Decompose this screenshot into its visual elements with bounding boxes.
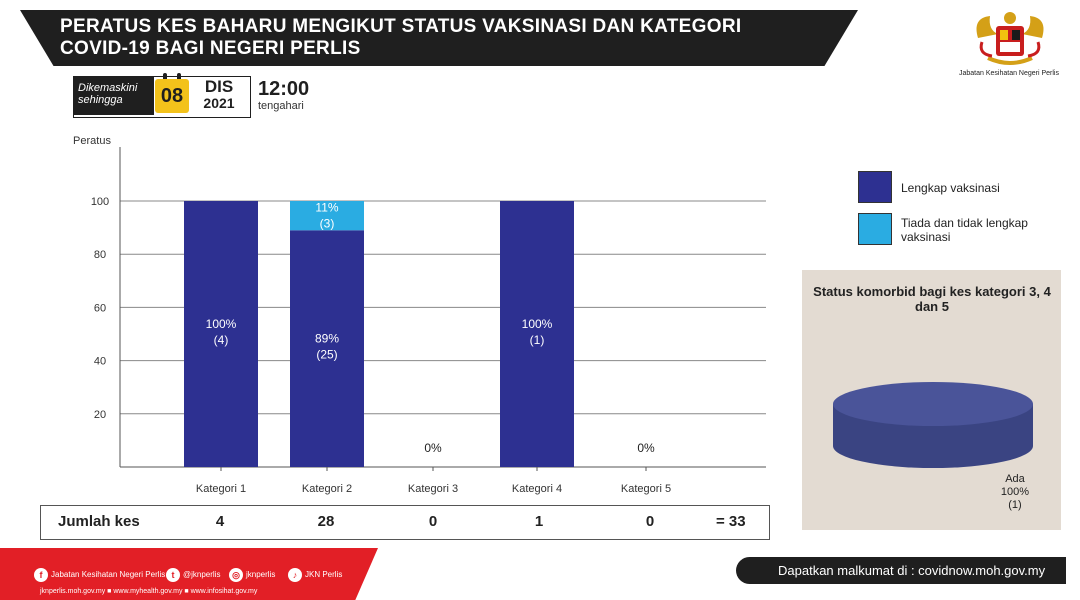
totals-sum: = 33 [716,513,746,530]
bar-percent-label: 100% [522,317,553,331]
footer-instagram[interactable]: ◎ jknperlis [229,567,275,583]
bar-percent-label: 11% [315,201,338,215]
calendar-ring [163,73,167,81]
updated-year: 2021 [203,95,235,111]
instagram-icon: ◎ [229,567,243,582]
x-tick-label: Kategori 3 [408,483,458,495]
crest-logo [976,12,1044,65]
total-kategori-2: 28 [317,513,335,530]
x-tick-label: Kategori 2 [302,483,352,495]
legend-label-unvaccinated: Tiada dan tidak lengkap vaksinasi [901,216,1028,244]
pie-label-name: Ada [1005,473,1025,485]
updated-time: 12:00 [258,78,310,100]
bar-vaccinated [500,201,574,467]
bar-zero-label: 0% [424,441,442,455]
bar-count-label: (4) [214,333,229,347]
bar-percent-label: 100% [206,317,237,331]
footer-links[interactable]: jknperlis.moh.gov.my ■ www.myhealth.gov.… [40,588,258,595]
legend-swatch-vaccinated [858,171,892,203]
bar-vaccinated [290,230,364,467]
comorbid-pie [833,382,1033,468]
y-tick-label: 40 [94,356,106,368]
facebook-icon: f [34,567,48,582]
pie-label: Ada 100% (1) [990,473,1040,512]
pie-label-count: (1) [1008,499,1022,511]
crest-caption: Jabatan Kesihatan Negeri Perlis [958,70,1059,77]
total-kategori-4: 1 [534,513,544,530]
updated-label-bg [74,77,154,115]
y-axis-label: Peratus [73,135,111,147]
x-tick-label: Kategori 5 [621,483,671,495]
footer-twitter-label: @jknperlis [183,570,221,579]
x-tick-label: Kategori 1 [196,483,246,495]
footer-tiktok[interactable]: ♪ JKN Perlis [288,567,342,583]
total-kategori-5: 0 [645,513,655,530]
page-title: PERATUS KES BAHARU MENGIKUT STATUS VAKSI… [60,16,742,59]
bar-count-label: (3) [320,217,335,231]
twitter-icon: t [166,567,180,582]
title-banner [20,10,858,66]
y-tick-label: 20 [94,409,106,421]
footer-info-text[interactable]: Dapatkan malkumat di : covidnow.moh.gov.… [778,563,1046,578]
pie-slice-ada [833,382,1033,426]
pie-label-percent: 100% [1000,486,1030,498]
bar-count-label: (1) [530,333,545,347]
legend-label-vaccinated: Lengkap vaksinasi [901,181,1000,195]
updated-month: DIS [204,77,234,96]
footer-instagram-label: jknperlis [246,570,276,579]
total-kategori-1: 4 [215,513,225,530]
total-kategori-3: 0 [428,513,438,530]
updated-label: Dikemaskini sehingga [78,82,138,106]
footer-twitter[interactable]: t @jknperlis [166,567,220,583]
x-tick-label: Kategori 4 [512,483,562,495]
footer-social-bar [0,548,378,600]
footer-tiktok-label: JKN Perlis [305,570,343,579]
bar-vaccinated [184,201,258,467]
bar-zero-label: 0% [637,441,655,455]
comorbid-title: Status komorbid bagi kes kategori 3, 4 d… [813,284,1051,314]
calendar-ring [177,73,181,81]
totals-label: Jumlah kes [58,513,140,530]
y-tick-label: 60 [94,302,106,314]
footer-info-bar [736,557,1066,584]
totals-row [40,505,770,540]
bar-unvaccinated [290,201,364,231]
updated-day: 08 [155,79,189,113]
footer-facebook[interactable]: f Jabatan Kesihatan Negeri Perlis [34,567,165,583]
legend-swatch-unvaccinated [858,213,892,245]
y-tick-label: 80 [94,249,106,261]
bar-percent-label: 89% [315,332,339,346]
updated-period: tengahari [258,100,304,112]
y-tick-label: 100 [91,196,109,208]
tiktok-icon: ♪ [288,567,302,582]
footer-facebook-label: Jabatan Kesihatan Negeri Perlis [51,570,166,579]
bar-count-label: (25) [316,348,337,362]
